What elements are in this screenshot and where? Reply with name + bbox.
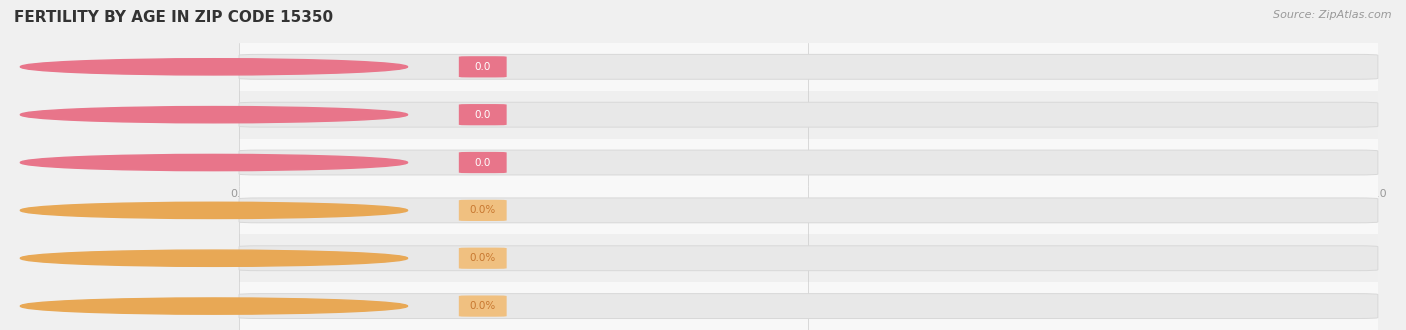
FancyBboxPatch shape [458, 248, 506, 269]
Circle shape [20, 298, 408, 314]
Bar [239, 282, 1378, 330]
Circle shape [20, 59, 408, 75]
Text: 0.0%: 0.0% [470, 253, 496, 263]
Text: FERTILITY BY AGE IN ZIP CODE 15350: FERTILITY BY AGE IN ZIP CODE 15350 [14, 10, 333, 25]
Bar [239, 91, 1378, 139]
Text: 20 to 34 years: 20 to 34 years [250, 252, 336, 265]
FancyBboxPatch shape [458, 152, 506, 173]
FancyBboxPatch shape [239, 246, 1378, 271]
FancyBboxPatch shape [239, 198, 1378, 223]
Text: 0.0%: 0.0% [470, 301, 496, 311]
FancyBboxPatch shape [458, 295, 506, 317]
Text: Source: ZipAtlas.com: Source: ZipAtlas.com [1274, 10, 1392, 20]
Circle shape [20, 107, 408, 123]
Circle shape [20, 154, 408, 171]
Bar [239, 234, 1378, 282]
Text: 35 to 50 years: 35 to 50 years [250, 156, 336, 169]
Text: 0.0: 0.0 [475, 62, 491, 72]
Text: 15 to 19 years: 15 to 19 years [250, 204, 336, 217]
Text: 35 to 50 years: 35 to 50 years [250, 300, 336, 313]
Text: 20 to 34 years: 20 to 34 years [250, 108, 336, 121]
Text: 15 to 19 years: 15 to 19 years [250, 60, 336, 73]
Bar [239, 43, 1378, 91]
Text: 0.0%: 0.0% [470, 205, 496, 215]
Bar [239, 186, 1378, 234]
Text: 0.0: 0.0 [475, 110, 491, 120]
Bar [239, 139, 1378, 186]
Circle shape [20, 202, 408, 218]
Text: 0.0: 0.0 [475, 157, 491, 168]
FancyBboxPatch shape [458, 200, 506, 221]
FancyBboxPatch shape [239, 294, 1378, 318]
FancyBboxPatch shape [458, 104, 506, 125]
FancyBboxPatch shape [458, 56, 506, 78]
FancyBboxPatch shape [239, 102, 1378, 127]
Circle shape [20, 250, 408, 266]
FancyBboxPatch shape [239, 54, 1378, 79]
FancyBboxPatch shape [239, 150, 1378, 175]
